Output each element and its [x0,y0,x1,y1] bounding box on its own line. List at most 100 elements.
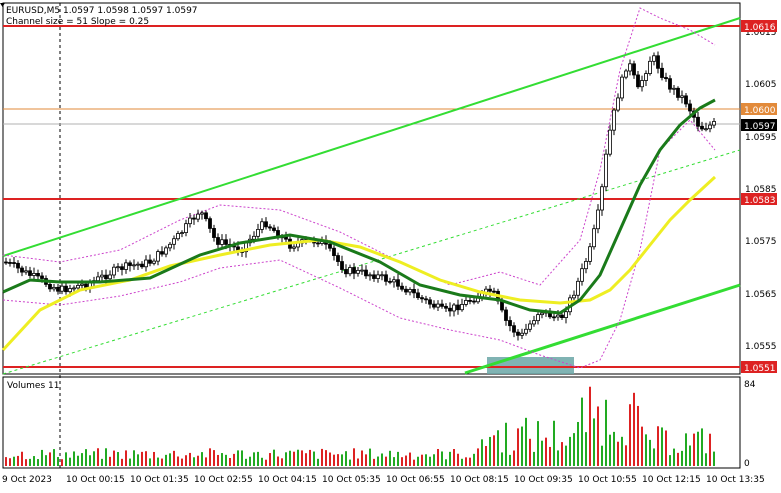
candle-body [68,288,72,293]
candle-body [488,288,492,292]
candle-body [340,261,344,270]
candle-body [588,246,592,262]
candle-body [424,298,428,301]
candle-body [148,259,152,264]
candle-body [80,283,84,286]
candle-body [464,299,468,305]
candle-body [660,67,664,78]
candle-body [176,233,180,240]
candle-body [164,247,168,255]
volume-scale-max: 84 [744,380,756,390]
candle-body [608,129,612,155]
candle-body [380,274,384,277]
main-panel-frame [2,2,741,375]
candle-body [540,312,544,316]
candle-body [328,243,332,249]
candle-body [572,294,576,299]
badge-bg [741,193,777,205]
candle-body [604,153,608,188]
candle-body [536,314,540,322]
price-tick: 1.0575 [745,237,777,247]
candle-body [120,266,124,270]
price-tick: 1.0555 [745,342,777,352]
volume-scale-min: 0 [744,459,750,469]
candle-body [204,212,208,220]
envelope-bands [2,7,716,369]
candle-body [468,299,472,302]
badge-bg [741,361,777,373]
candle-body [460,304,464,311]
badge-current-price: 1.0597 [744,122,776,132]
candle-body [624,70,628,78]
candle-body [524,328,528,334]
time-label: 9 Oct 2023 [2,475,52,485]
time-label: 10 Oct 13:35 [706,475,765,485]
time-label: 10 Oct 00:15 [66,475,125,485]
candle-body [128,262,132,266]
candle-body [160,251,164,255]
candle-body [196,213,200,220]
candle-body [316,242,320,245]
volume-label: Volumes 11 [7,381,59,391]
candle-body [360,269,364,272]
badge-1583: 1.0583 [744,196,776,206]
candle-body [428,299,432,305]
candle-body [268,226,272,229]
candle-body [520,332,524,336]
candle-body [12,262,16,264]
candle-body [532,320,536,325]
candle-body [20,267,24,273]
time-axis: 9 Oct 2023 10 Oct 00:15 10 Oct 01:35 10 … [2,475,765,485]
candle-body [596,209,600,230]
candle-body [648,60,652,74]
price-tick: 1.0615 [745,28,777,38]
candle-body [48,283,52,290]
candle-body [680,95,684,98]
time-label: 10 Oct 12:15 [642,475,701,485]
candle-body [8,262,12,264]
candle-body [32,273,36,276]
channel-info: Channel size = 51 Slope = 0.25 [6,17,149,27]
candle-body [180,232,184,234]
candle-body [4,261,8,264]
candle-body [132,264,136,267]
candle-body [452,304,456,312]
candle-body [620,76,624,99]
channel-lower-line [464,283,741,375]
envelope-upper [2,7,716,286]
candle-body [72,287,76,290]
badge-bg [741,20,777,32]
candle-body [256,228,260,237]
candle-body [668,78,672,90]
candle-body [404,288,408,293]
candle-body [60,285,64,292]
candle-body [436,303,440,308]
candle-body [376,274,380,279]
volume-bars [5,386,715,466]
ma-fast-line [2,98,716,315]
candle-body [636,74,640,88]
candle-body [168,243,172,249]
candle-body [388,280,392,283]
candle-body [136,263,140,266]
time-label: 10 Oct 10:55 [578,475,637,485]
candle-body [472,300,476,303]
candle-body [172,238,176,245]
candle-body [676,87,680,98]
candle-body [504,309,508,321]
candle-body [292,246,296,249]
envelope-lower [2,119,716,369]
candle-body [616,97,620,111]
candle-body [364,269,368,277]
candle-body [252,235,256,240]
candle-body [704,128,708,131]
candle-body [352,267,356,274]
time-label: 10 Oct 06:55 [386,475,445,485]
collapse-arrow-icon[interactable] [0,3,5,7]
moving-averages [1,98,717,352]
candle-body [708,124,712,130]
candle-body [212,228,216,238]
candle-body [56,286,60,292]
